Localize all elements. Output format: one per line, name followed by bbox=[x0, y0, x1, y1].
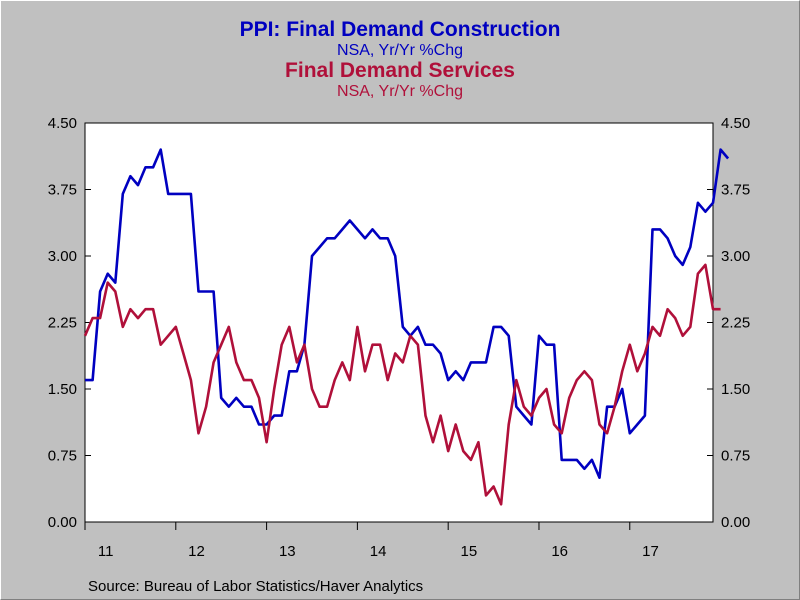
y-tick-label-left: 1.50 bbox=[48, 381, 77, 398]
x-tick-label: 16 bbox=[551, 543, 568, 560]
series-line-services bbox=[83, 263, 721, 506]
y-tick-label-right: 3.75 bbox=[721, 182, 750, 199]
x-tick-label: 15 bbox=[461, 543, 478, 560]
series2-title: Final Demand Services bbox=[285, 59, 515, 82]
y-tick-label-left: 3.75 bbox=[48, 182, 77, 199]
x-tick-label: 13 bbox=[279, 543, 296, 560]
y-tick-label-right: 3.00 bbox=[721, 248, 750, 265]
y-tick-label-left: 2.25 bbox=[48, 315, 77, 332]
y-tick-label-right: 0.75 bbox=[721, 448, 750, 465]
x-tick-label: 14 bbox=[370, 543, 387, 560]
y-tick-label-right: 1.50 bbox=[721, 381, 750, 398]
y-tick-label-left: 3.00 bbox=[48, 248, 77, 265]
y-tick-label-left: 0.75 bbox=[48, 448, 77, 465]
y-tick-label-left: 4.50 bbox=[48, 115, 77, 132]
series-line-construction bbox=[85, 148, 730, 480]
series1-title: PPI: Final Demand Construction bbox=[239, 18, 561, 41]
series2-subtitle: NSA, Yr/Yr %Chg bbox=[337, 83, 463, 100]
y-tick-label-left: 0.00 bbox=[48, 514, 77, 531]
x-tick-label: 17 bbox=[642, 543, 659, 560]
x-tick-label: 12 bbox=[188, 543, 205, 560]
chart-titles: PPI: Final Demand Construction NSA, Yr/Y… bbox=[0, 18, 800, 100]
x-tick-label: 11 bbox=[98, 543, 114, 560]
source-note: Source: Bureau of Labor Statistics/Haver… bbox=[88, 578, 424, 595]
y-tick-label-right: 4.50 bbox=[721, 115, 750, 132]
series1-subtitle: NSA, Yr/Yr %Chg bbox=[337, 42, 463, 59]
y-tick-label-right: 0.00 bbox=[721, 514, 750, 531]
plot-area bbox=[84, 122, 714, 523]
y-tick-label-right: 2.25 bbox=[721, 315, 750, 332]
